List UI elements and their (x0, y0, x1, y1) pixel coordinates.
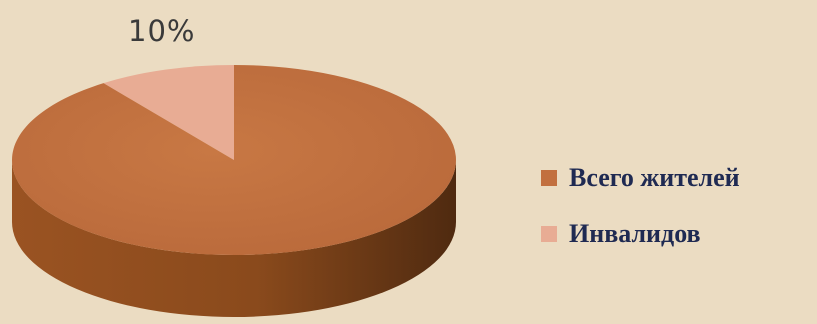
legend-swatch-vsego-zhiteley (541, 170, 557, 186)
legend-item-invalidov: Инвалидов (541, 218, 740, 250)
pie-slice-vsego-zhiteley (12, 65, 457, 255)
pie-side-wall (12, 160, 456, 317)
legend-item-vsego-zhiteley: Всего жителей (541, 162, 740, 194)
legend: Всего жителей Инвалидов (541, 162, 740, 274)
legend-label-invalidov: Инвалидов (569, 219, 701, 248)
legend-swatch-invalidov (541, 226, 557, 242)
legend-label-vsego-zhiteley: Всего жителей (569, 163, 740, 192)
data-label-invalidov: 10% (128, 14, 196, 48)
pie-slice-invalidov (103, 65, 234, 160)
